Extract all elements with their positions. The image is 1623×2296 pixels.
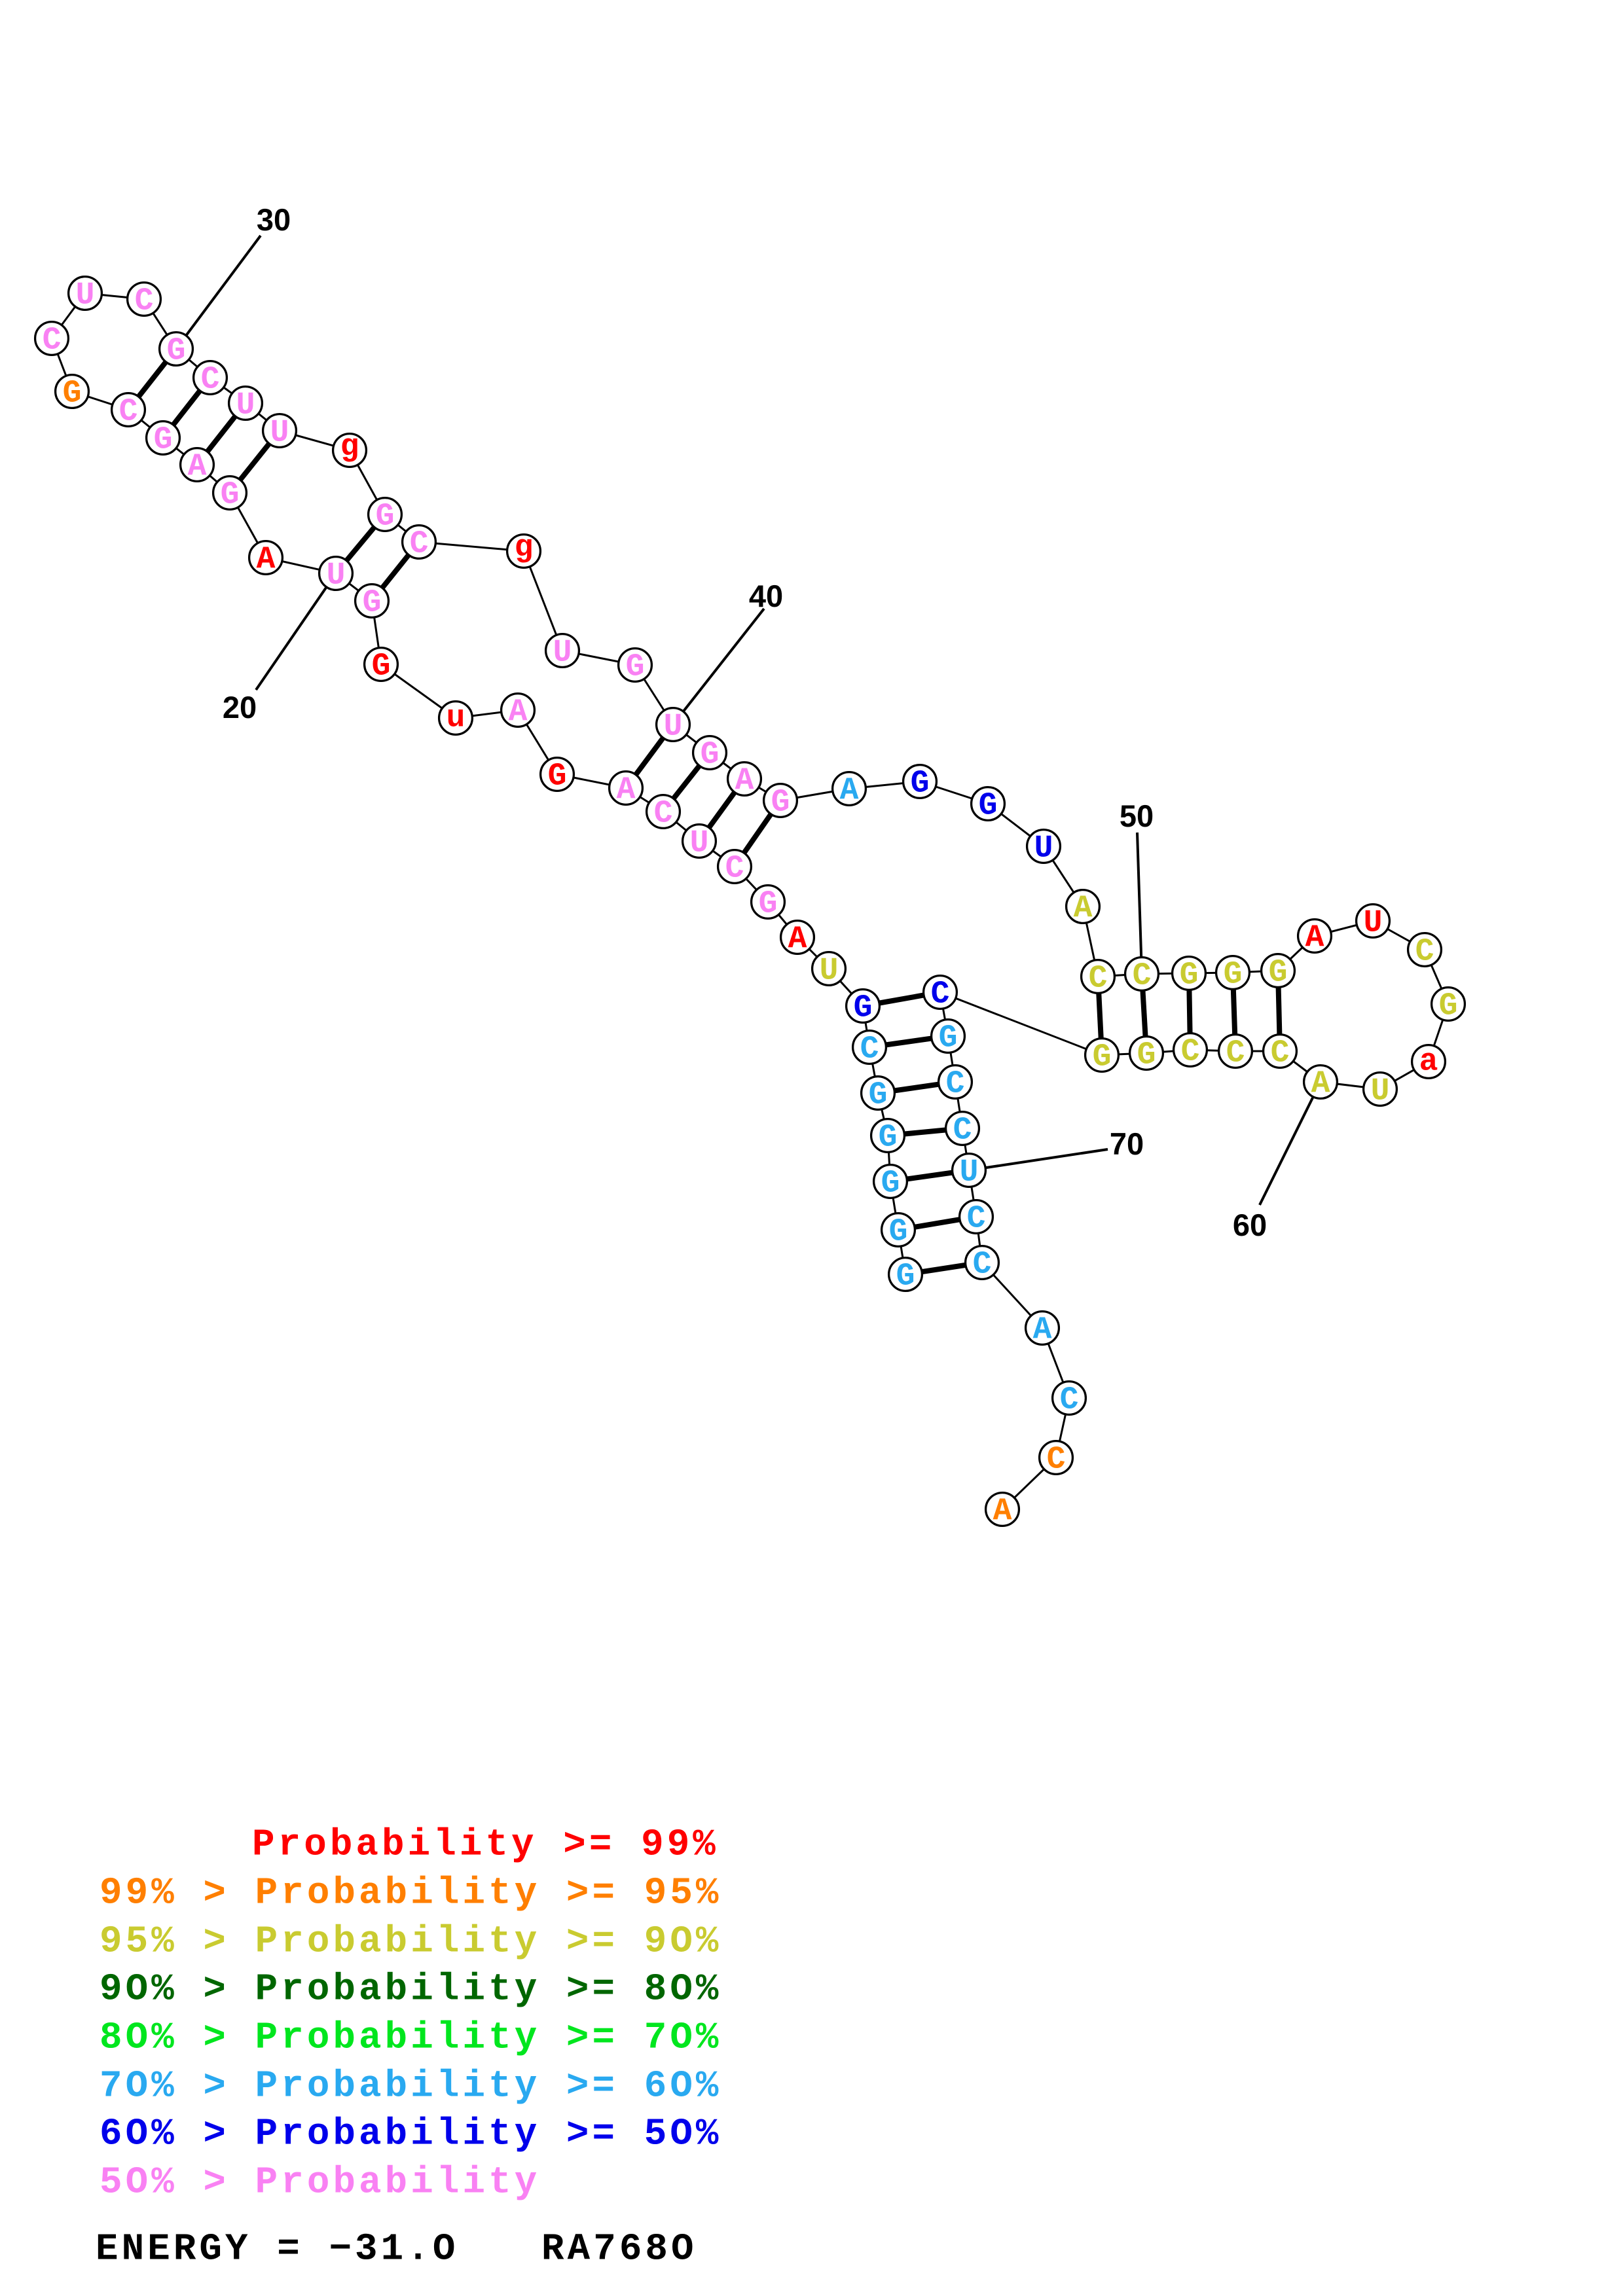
svg-text:g: g (515, 531, 534, 566)
svg-text:C: C (1089, 961, 1108, 996)
svg-text:C: C (410, 526, 429, 562)
svg-text:C: C (953, 1113, 972, 1148)
svg-text:40: 40 (749, 579, 783, 613)
svg-text:G: G (372, 649, 391, 684)
svg-text:70: 70 (1110, 1126, 1144, 1161)
svg-text:7O% > Probability >= 6O%: 7O% > Probability >= 6O% (100, 2066, 722, 2108)
svg-text:U: U (664, 709, 683, 744)
svg-text:A: A (735, 763, 754, 798)
svg-text:U: U (76, 278, 95, 313)
svg-text:C: C (43, 323, 62, 358)
svg-text:G: G (979, 788, 998, 823)
svg-text:G: G (759, 886, 778, 922)
svg-text:C: C (725, 851, 744, 886)
svg-text:95% > Probability >= 9O%: 95% > Probability >= 9O% (100, 1921, 722, 1964)
svg-text:C: C (967, 1201, 986, 1236)
svg-text:99% > Probability >= 95%: 99% > Probability >= 95% (100, 1873, 722, 1915)
svg-text:u: u (447, 700, 465, 736)
svg-text:G: G (154, 422, 173, 457)
svg-text:A: A (993, 1494, 1012, 1529)
svg-text:G: G (911, 766, 930, 801)
svg-text:C: C (1047, 1442, 1066, 1477)
svg-text:C: C (1133, 958, 1152, 994)
svg-text:C: C (201, 362, 220, 397)
svg-text:A: A (840, 773, 859, 808)
svg-text:8O% > Probability >= 7O%: 8O% > Probability >= 7O% (100, 2017, 722, 2060)
svg-text:G: G (1439, 988, 1458, 1024)
svg-text:U: U (1034, 831, 1053, 866)
svg-text:C: C (973, 1247, 992, 1282)
svg-text:G: G (939, 1020, 958, 1056)
svg-text:A: A (1074, 891, 1093, 926)
svg-text:C: C (946, 1066, 965, 1102)
svg-text:A: A (188, 449, 207, 484)
svg-text:G: G (1269, 955, 1288, 990)
svg-text:G: G (221, 477, 240, 512)
svg-text:G: G (626, 649, 645, 685)
svg-text:G: G (63, 376, 82, 411)
svg-text:G: G (167, 333, 186, 368)
svg-text:G: G (1093, 1039, 1112, 1075)
svg-text:G: G (701, 737, 720, 772)
svg-text:A: A (257, 542, 276, 577)
svg-text:a: a (1419, 1044, 1438, 1079)
svg-text:C: C (654, 796, 673, 831)
svg-text:C: C (1415, 934, 1434, 969)
svg-text:A: A (1311, 1066, 1330, 1102)
svg-text:RA768O: RA768O (541, 2229, 697, 2271)
svg-text:C: C (1181, 1034, 1200, 1069)
svg-text:G: G (889, 1214, 908, 1249)
svg-text:60: 60 (1233, 1208, 1267, 1242)
svg-text:G: G (1224, 957, 1243, 992)
svg-text:U: U (820, 953, 839, 988)
svg-text:U: U (690, 825, 709, 861)
svg-text:30: 30 (257, 202, 291, 237)
svg-text:ENERGY = −31.O: ENERGY = −31.O (96, 2229, 458, 2271)
svg-text:G: G (363, 585, 382, 620)
svg-text:20: 20 (223, 690, 257, 725)
svg-text:9O% > Probability >= 8O%: 9O% > Probability >= 8O% (100, 1969, 722, 2011)
svg-text:G: G (548, 759, 567, 794)
svg-text:G: G (881, 1166, 900, 1201)
svg-text:A: A (788, 922, 807, 957)
svg-text:C: C (1226, 1035, 1245, 1071)
svg-text:5O% > Probability: 5O% > Probability (100, 2162, 540, 2204)
svg-text:G: G (1137, 1037, 1156, 1073)
svg-text:50: 50 (1120, 798, 1154, 833)
svg-text:g: g (340, 430, 359, 465)
svg-text:U: U (553, 635, 572, 670)
svg-text:A: A (509, 694, 528, 730)
svg-text:C: C (931, 977, 950, 1012)
svg-text:U: U (327, 558, 346, 593)
svg-text:A: A (1305, 920, 1324, 956)
svg-text:G: G (879, 1120, 898, 1155)
svg-text:G: G (1180, 958, 1199, 993)
svg-text:C: C (135, 283, 154, 319)
svg-text:U: U (1364, 905, 1383, 941)
svg-text:6O% > Probability >= 5O%: 6O% > Probability >= 5O% (100, 2113, 722, 2156)
svg-text:Probability >= 99%: Probability >= 99% (252, 1824, 719, 1867)
svg-text:C: C (1060, 1382, 1079, 1418)
svg-text:G: G (896, 1259, 915, 1294)
svg-text:G: G (376, 499, 395, 534)
svg-text:C: C (860, 1031, 879, 1067)
svg-text:G: G (771, 785, 790, 820)
svg-text:U: U (1371, 1073, 1390, 1109)
svg-text:G: G (869, 1077, 888, 1113)
svg-text:U: U (270, 415, 289, 450)
svg-text:G: G (854, 990, 873, 1026)
svg-text:U: U (960, 1155, 979, 1190)
svg-text:A: A (1033, 1312, 1052, 1348)
svg-text:U: U (236, 387, 255, 423)
svg-text:C: C (119, 394, 138, 429)
svg-text:A: A (617, 772, 636, 808)
svg-text:C: C (1271, 1035, 1290, 1071)
